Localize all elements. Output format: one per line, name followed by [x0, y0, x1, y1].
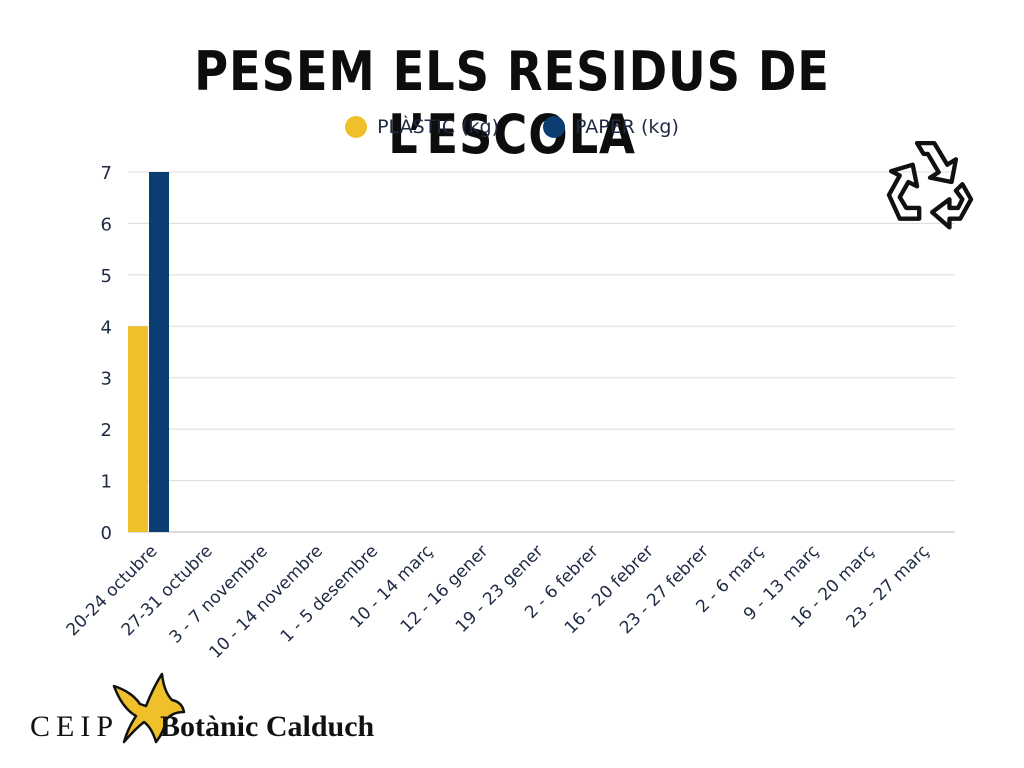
y-tick-label: 3 [101, 369, 112, 390]
legend-label-paper: PAPER (kg) [575, 116, 679, 138]
bar-paper-0 [149, 172, 169, 532]
y-tick-label: 7 [101, 163, 112, 184]
legend-item-paper: PAPER (kg) [543, 116, 679, 138]
recycle-icon [886, 140, 974, 230]
chart-legend: PLÀSTIC (kg) PAPER (kg) [0, 116, 1024, 138]
x-tick-label: 1 - 5 desembre [277, 541, 382, 646]
y-tick-label: 1 [101, 472, 112, 493]
x-tick-label: 3 - 7 novembre [166, 541, 272, 647]
legend-swatch-paper [543, 116, 566, 138]
star-logo-icon [112, 672, 186, 744]
y-tick-label: 0 [101, 523, 112, 544]
school-logo: CEIP Botànic Calduch [30, 672, 410, 752]
school-prefix: CEIP [30, 710, 120, 743]
legend-label-plastic: PLÀSTIC (kg) [377, 116, 500, 138]
legend-item-plastic: PLÀSTIC (kg) [345, 116, 499, 138]
school-name: Botànic Calduch [160, 710, 375, 743]
y-tick-label: 6 [101, 214, 112, 235]
chart-title: PESEM ELS RESIDUS DE L’ESCOLA [194, 40, 830, 166]
y-tick-label: 2 [101, 420, 112, 441]
legend-swatch-plastic [345, 116, 368, 138]
y-tick-label: 4 [101, 317, 112, 338]
y-tick-label: 5 [101, 266, 112, 287]
bar-plastic-0 [128, 326, 148, 532]
